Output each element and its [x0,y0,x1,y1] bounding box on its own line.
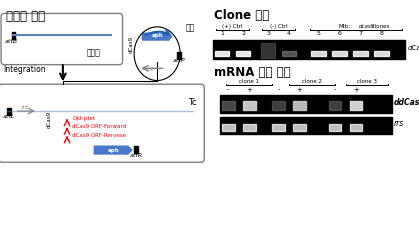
Bar [215,51,230,56]
Bar [12,32,15,39]
Bar [374,51,388,56]
Text: dcas9: dcas9 [359,24,375,29]
Bar [222,101,235,110]
Text: +: + [297,87,303,92]
FancyBboxPatch shape [0,84,204,162]
Text: dCas9: dCas9 [407,45,419,51]
Bar [350,124,362,131]
Bar [213,40,406,59]
Text: attB: attB [5,39,18,44]
Bar [243,101,256,110]
Bar [7,108,11,115]
Bar [329,101,341,110]
Text: Integration: Integration [3,65,46,74]
Bar [134,146,138,153]
Text: -: - [334,87,336,92]
Bar [293,124,306,131]
FancyBboxPatch shape [1,13,122,65]
Text: 벡터: 벡터 [185,23,195,32]
Text: attR: attR [129,153,142,158]
Bar [243,124,256,131]
Text: dCas9: dCas9 [47,111,52,128]
Text: rrs: rrs [394,119,404,128]
FancyArrow shape [142,33,172,41]
Text: dCas9 ORF-Rervese: dCas9 ORF-Rervese [72,133,126,138]
Text: 4: 4 [287,31,291,36]
Text: clone 3: clone 3 [357,79,377,84]
Text: 3: 3 [266,31,270,36]
Text: dCas9 ORF-Forward: dCas9 ORF-Forward [72,124,127,129]
Bar [177,52,181,59]
Text: 1: 1 [220,31,224,36]
Text: Opt-ptet: Opt-ptet [72,116,95,121]
Text: dCas9: dCas9 [129,36,133,53]
Text: 5: 5 [316,31,321,36]
Text: -: - [277,87,280,92]
Text: 결핵균: 결핵균 [87,48,101,57]
Bar [220,117,392,134]
Text: (+) Ctrl: (+) Ctrl [222,24,243,29]
Text: +: + [246,87,252,92]
Text: clone 2: clone 2 [302,79,322,84]
Text: aph: aph [107,148,119,152]
Text: aph: aph [151,33,163,38]
Text: int: int [21,105,29,110]
Bar [282,51,297,56]
Bar [220,95,392,113]
Text: clone 1: clone 1 [239,79,259,84]
Text: -: - [227,87,230,92]
Text: Tc: Tc [189,98,197,107]
Bar [332,51,347,56]
Text: Mtb::: Mtb:: [339,24,353,29]
FancyArrow shape [94,146,132,154]
Text: attP: attP [173,58,185,63]
Text: 7: 7 [358,31,362,36]
Text: attL: attL [3,114,16,119]
Bar [235,51,250,56]
Bar [350,101,362,110]
Text: 6: 6 [337,31,341,36]
Bar [293,101,306,110]
Bar [261,43,276,58]
Bar [311,51,326,56]
Text: 2: 2 [241,31,245,36]
Text: mRNA 발현 확인: mRNA 발현 확인 [214,66,290,79]
Text: ddCas9: ddCas9 [394,98,419,107]
Bar [272,124,285,131]
Bar [222,124,235,131]
Text: 재조합 전략: 재조합 전략 [6,10,45,23]
FancyArrow shape [41,117,57,149]
Bar [329,124,341,131]
Bar [272,101,285,110]
Text: (-) Ctrl: (-) Ctrl [270,24,287,29]
Text: +: + [353,87,359,92]
Text: 8: 8 [379,31,383,36]
Text: Clone 확인: Clone 확인 [214,9,269,21]
Bar [353,51,368,56]
Text: clones: clones [370,24,389,29]
Text: int: int [147,67,155,72]
